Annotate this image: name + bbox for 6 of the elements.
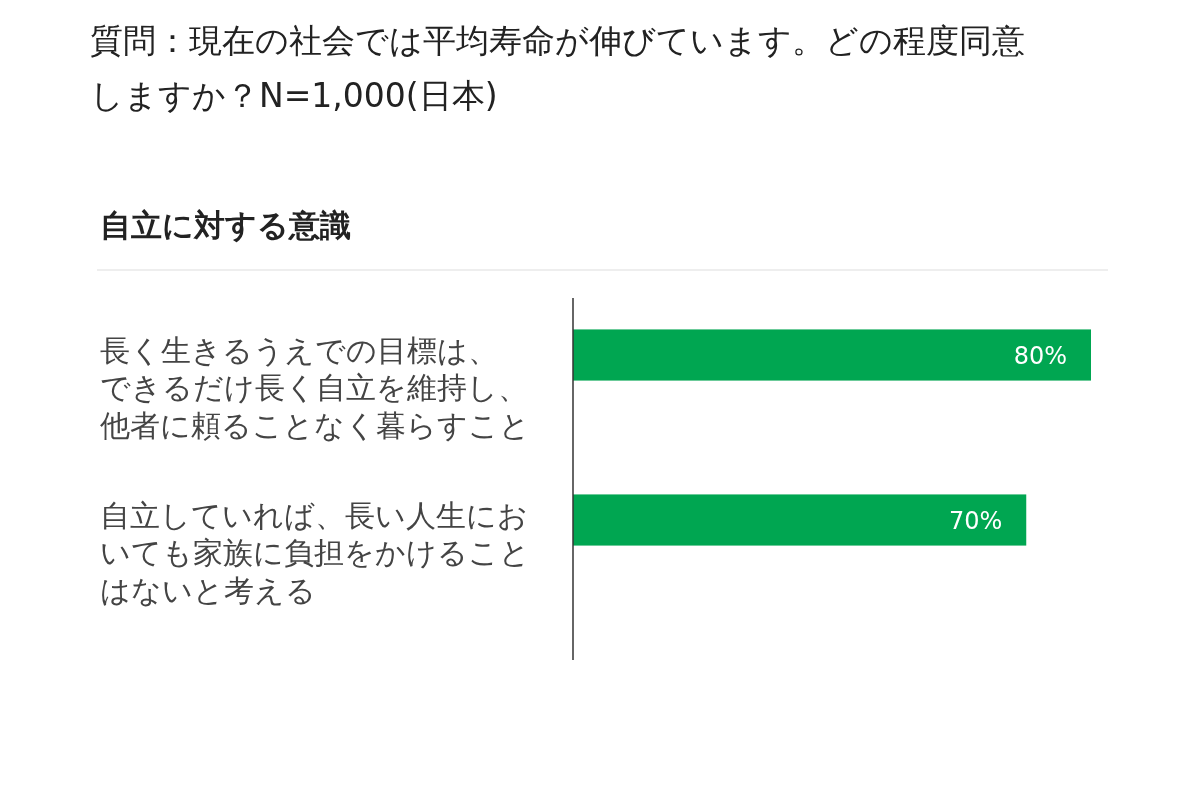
y-tick-label: 長く生きるうえでの目標は、できるだけ長く自立を維持し、他者に頼ることなく暮らすこと bbox=[100, 332, 530, 443]
text: 自立に対する意識 bbox=[100, 207, 351, 243]
data-label: 80% bbox=[1013, 341, 1067, 370]
y-tick-label: 自立していれば、長い人生においても家族に負担をかけることはないと考える bbox=[100, 497, 530, 608]
chart-title: 質問：現在の社会では平均寿命が伸びています。どの程度同意しますか？N=1,000(日本) bbox=[90, 21, 1025, 115]
data-label: 70% bbox=[948, 506, 1003, 535]
